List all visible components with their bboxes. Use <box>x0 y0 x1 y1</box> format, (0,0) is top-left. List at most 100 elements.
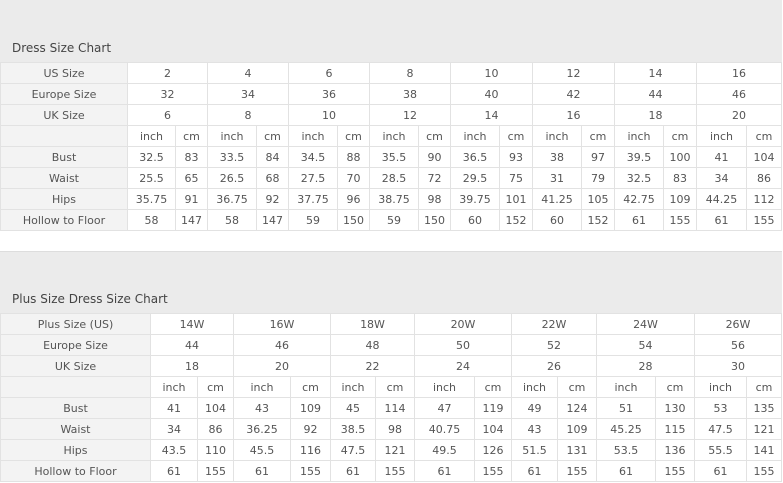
chart-header: Plus Size Dress Size Chart <box>0 251 782 313</box>
measurement-cell: 43 <box>511 418 558 440</box>
size-cell: 38 <box>369 83 451 105</box>
measurement-cell: 86 <box>197 418 234 440</box>
unit-cell: inch <box>450 125 500 147</box>
size-cell: 4 <box>207 62 289 84</box>
measurement-cell: 28.5 <box>369 167 419 189</box>
measurement-cell: 114 <box>375 397 415 419</box>
size-cell: 22 <box>330 355 415 377</box>
measurement-cell: 98 <box>375 418 415 440</box>
unit-cell: cm <box>337 125 370 147</box>
measurement-row: Hollow to Floor 61 155 61 155 61 155 61 155 61 155… <box>0 460 782 482</box>
measurement-cell: 104 <box>474 418 512 440</box>
measurement-cell: 26.5 <box>207 167 257 189</box>
size-cell: 56 <box>694 334 782 356</box>
unit-cell: cm <box>557 376 597 398</box>
measurement-cell: 131 <box>557 439 597 461</box>
measurement-cell: 136 <box>655 439 695 461</box>
chart-header: Dress Size Chart <box>0 0 782 62</box>
row-label: Hips <box>0 439 151 461</box>
row-label: UK Size <box>0 104 128 126</box>
size-row: Europe Size 44 46 48 50 52 54 56 <box>0 334 782 356</box>
measurement-cell: 51 <box>596 397 656 419</box>
unit-cell: inch <box>414 376 475 398</box>
measurement-cell: 101 <box>499 188 533 210</box>
measurement-cell: 135 <box>746 397 782 419</box>
measurement-cell: 96 <box>337 188 370 210</box>
unit-cell: inch <box>330 376 376 398</box>
row-label: Hips <box>0 188 128 210</box>
unit-cell: cm <box>581 125 615 147</box>
measurement-cell: 68 <box>256 167 289 189</box>
size-row: US Size 2 4 6 8 10 12 14 16 <box>0 62 782 84</box>
unit-cell: inch <box>369 125 419 147</box>
measurement-cell: 41 <box>150 397 198 419</box>
size-cell: 52 <box>511 334 597 356</box>
unit-cell: cm <box>474 376 512 398</box>
row-label: Waist <box>0 167 128 189</box>
measurement-cell: 90 <box>418 146 451 168</box>
measurement-cell: 155 <box>557 460 597 482</box>
unit-cell: inch <box>694 376 747 398</box>
measurement-row: Hips 35.75 91 36.75 92 37.75 96 38.75 98 39.75 101… <box>0 188 782 210</box>
measurement-cell: 41 <box>696 146 747 168</box>
size-cell: 42 <box>532 83 615 105</box>
measurement-cell: 58 <box>207 209 257 231</box>
measurement-cell: 93 <box>499 146 533 168</box>
measurement-cell: 115 <box>655 418 695 440</box>
size-cell: 20W <box>414 313 512 335</box>
size-cell: 46 <box>233 334 331 356</box>
measurement-cell: 49.5 <box>414 439 475 461</box>
measurement-cell: 141 <box>746 439 782 461</box>
measurement-cell: 109 <box>557 418 597 440</box>
measurement-cell: 38.75 <box>369 188 419 210</box>
measurement-cell: 119 <box>474 397 512 419</box>
measurement-cell: 35.75 <box>127 188 176 210</box>
measurement-cell: 32.5 <box>614 167 664 189</box>
measurement-cell: 37.75 <box>288 188 338 210</box>
size-cell: 14W <box>150 313 234 335</box>
measurement-cell: 40.75 <box>414 418 475 440</box>
measurement-cell: 61 <box>596 460 656 482</box>
measurement-row: Bust 32.5 83 33.5 84 34.5 88 35.5 90 36.5 93 38 97 39… <box>0 146 782 168</box>
measurement-cell: 92 <box>290 418 331 440</box>
measurement-cell: 84 <box>256 146 289 168</box>
measurement-cell: 43.5 <box>150 439 198 461</box>
size-cell: 18 <box>614 104 697 126</box>
measurement-cell: 59 <box>288 209 338 231</box>
unit-cell: inch <box>233 376 291 398</box>
chart-title: Plus Size Dress Size Chart <box>12 292 168 306</box>
measurement-cell: 65 <box>175 167 208 189</box>
size-cell: 14 <box>614 62 697 84</box>
measurement-cell: 97 <box>581 146 615 168</box>
measurement-cell: 109 <box>290 397 331 419</box>
measurement-cell: 100 <box>663 146 697 168</box>
measurement-cell: 34 <box>696 167 747 189</box>
size-cell: 12 <box>532 62 615 84</box>
measurement-cell: 41.25 <box>532 188 582 210</box>
size-cell: 20 <box>233 355 331 377</box>
unit-cell: inch <box>532 125 582 147</box>
measurement-cell: 152 <box>581 209 615 231</box>
measurement-cell: 155 <box>290 460 331 482</box>
size-cell: 16W <box>233 313 331 335</box>
measurement-row: Bust 41 104 43 109 45 114 47 119 49 124 51 130 53 135 <box>0 397 782 419</box>
measurement-cell: 79 <box>581 167 615 189</box>
measurement-cell: 39.5 <box>614 146 664 168</box>
size-table: US Size 2 4 6 8 10 12 14 16 Europe Size 32 34 36 38 40… <box>0 62 782 231</box>
unit-cell: cm <box>175 125 208 147</box>
size-table: Plus Size (US) 14W 16W 18W 20W 22W 24W 26W Europ… <box>0 313 782 482</box>
size-cell: 16 <box>532 104 615 126</box>
size-cell: 10 <box>450 62 533 84</box>
measurement-cell: 104 <box>197 397 234 419</box>
row-label: Hollow to Floor <box>0 460 151 482</box>
size-cell: 6 <box>127 104 208 126</box>
unit-cell: cm <box>499 125 533 147</box>
measurement-cell: 44.25 <box>696 188 747 210</box>
measurement-cell: 32.5 <box>127 146 176 168</box>
size-cell: 46 <box>696 83 782 105</box>
unit-cell: inch <box>614 125 664 147</box>
measurement-cell: 109 <box>663 188 697 210</box>
measurement-cell: 75 <box>499 167 533 189</box>
measurement-cell: 70 <box>337 167 370 189</box>
measurement-row: Hips 43.5 110 45.5 116 47.5 121 49.5 126 51.5 131 5… <box>0 439 782 461</box>
